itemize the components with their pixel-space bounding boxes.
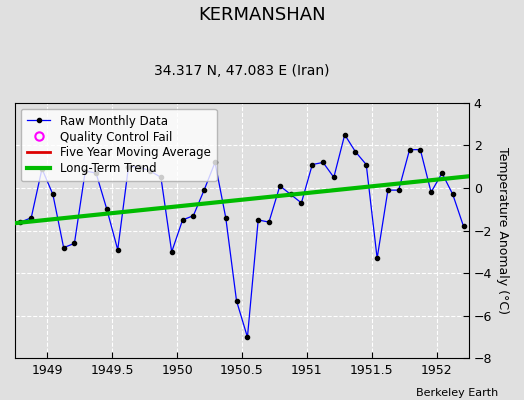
Legend: Raw Monthly Data, Quality Control Fail, Five Year Moving Average, Long-Term Tren: Raw Monthly Data, Quality Control Fail, …	[21, 109, 216, 181]
Y-axis label: Temperature Anomaly (°C): Temperature Anomaly (°C)	[496, 147, 509, 314]
Text: KERMANSHAN: KERMANSHAN	[198, 6, 326, 24]
Title: 34.317 N, 47.083 E (Iran): 34.317 N, 47.083 E (Iran)	[154, 64, 330, 78]
Text: Berkeley Earth: Berkeley Earth	[416, 388, 498, 398]
